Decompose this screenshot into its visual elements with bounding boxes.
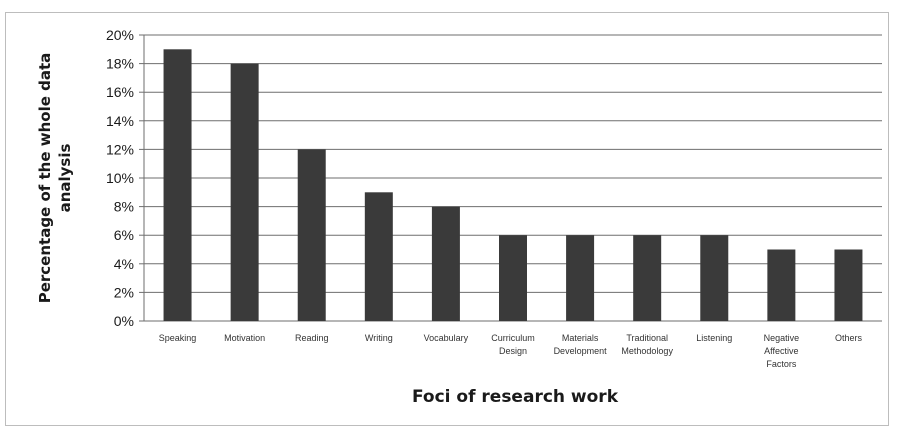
x-category-label: Others bbox=[835, 333, 863, 343]
bar bbox=[499, 235, 527, 321]
y-tick-label: 8% bbox=[114, 199, 134, 215]
x-category-label: Writing bbox=[365, 333, 393, 343]
x-category-label: Negative Affective Factors bbox=[764, 333, 800, 369]
bar bbox=[431, 206, 460, 321]
y-tick-label: 4% bbox=[114, 256, 134, 272]
y-tick-label: 2% bbox=[114, 284, 134, 300]
bar bbox=[700, 235, 729, 321]
bar bbox=[163, 49, 192, 322]
bar bbox=[834, 249, 863, 321]
gridlines bbox=[139, 34, 882, 322]
bars bbox=[163, 49, 863, 322]
x-axis-categories: Speaking Motivation Reading Writing Vocabula… bbox=[159, 333, 863, 369]
bar bbox=[230, 63, 259, 321]
y-tick-label: 0% bbox=[114, 313, 134, 329]
bar bbox=[633, 235, 662, 321]
y-axis-ticks: 0% 2% 4% 6% 8% 10% 12% 14% 16% 18% 20% bbox=[106, 27, 134, 329]
bar bbox=[297, 149, 326, 321]
y-axis-title: Percentage of the whole data analysis bbox=[36, 53, 74, 304]
x-category-label: Listening bbox=[696, 333, 732, 343]
y-tick-label: 18% bbox=[106, 56, 134, 72]
y-tick-label: 16% bbox=[106, 84, 134, 100]
y-tick-label: 20% bbox=[106, 27, 134, 43]
x-category-label: Speaking bbox=[159, 333, 197, 343]
x-axis-title: Foci of research work bbox=[412, 387, 619, 407]
y-tick-label: 12% bbox=[106, 141, 134, 157]
x-category-label: Materials Development bbox=[554, 333, 608, 356]
y-tick-label: 10% bbox=[106, 170, 134, 186]
y-tick-label: 14% bbox=[106, 113, 134, 129]
x-category-label: Motivation bbox=[224, 333, 265, 343]
y-tick-label: 6% bbox=[114, 227, 134, 243]
bar bbox=[566, 235, 595, 321]
x-category-label: Vocabulary bbox=[424, 333, 469, 343]
x-category-label: Curriculum Design bbox=[491, 333, 535, 356]
x-category-label: Reading bbox=[295, 333, 329, 343]
bar bbox=[767, 249, 796, 321]
x-category-label: Traditional Methodology bbox=[621, 333, 673, 356]
bar bbox=[364, 192, 393, 321]
